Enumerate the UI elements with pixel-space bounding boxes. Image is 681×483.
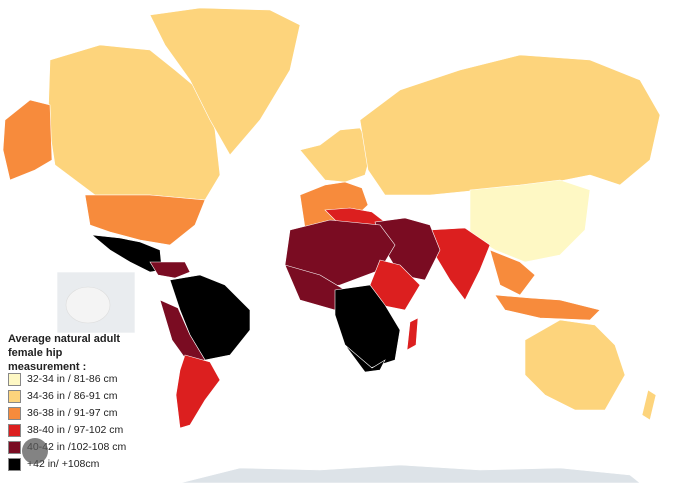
legend-label: 32-34 in / 81-86 cm: [27, 373, 118, 385]
legend-label: 38-40 in / 97-102 cm: [27, 424, 124, 436]
legend-item: 32-34 in / 81-86 cm: [8, 372, 117, 386]
southern-africa: [344, 344, 386, 373]
legend-swatch: [8, 423, 21, 437]
legend-swatch: [8, 457, 21, 471]
greenland: [149, 7, 301, 156]
legend-title: Average natural adult female hip measure…: [8, 333, 121, 373]
southeast-asia: [489, 249, 536, 296]
legend-swatch: [8, 372, 21, 386]
legend-swatch: [8, 406, 21, 420]
iceland-scandinavia: [299, 127, 373, 183]
photo-figure: [65, 286, 111, 324]
new-zealand: [641, 389, 657, 421]
usa: [84, 194, 206, 246]
central-america: [149, 261, 191, 279]
south-america-north: [169, 274, 251, 361]
antarctica: [179, 464, 641, 483]
legend-label: 34-36 in / 86-91 cm: [27, 390, 118, 402]
legend-item: +42 in/ +108cm: [8, 457, 99, 471]
peru-bolivia: [159, 299, 206, 366]
indonesia: [494, 294, 601, 321]
india: [429, 227, 491, 301]
legend-item: 34-36 in / 86-91 cm: [8, 389, 117, 403]
madagascar: [406, 317, 419, 351]
russia: [359, 54, 661, 196]
chile-argentina: [175, 354, 221, 429]
legend-label: 40-42 in /102-108 cm: [27, 441, 127, 453]
legend-label: 36-38 in / 91-97 cm: [27, 407, 118, 419]
canada: [47, 44, 221, 201]
alaska: [2, 99, 53, 181]
lens-icon[interactable]: [22, 438, 48, 464]
legend-swatch: [8, 440, 21, 454]
legend-item: 38-40 in / 97-102 cm: [8, 423, 123, 437]
legend-label: +42 in/ +108cm: [27, 458, 100, 470]
australia: [524, 319, 626, 411]
central-africa: [334, 284, 401, 369]
legend-item: 40-42 in /102-108 cm: [8, 440, 126, 454]
legend-swatch: [8, 389, 21, 403]
legend-item: 36-38 in / 91-97 cm: [8, 406, 117, 420]
